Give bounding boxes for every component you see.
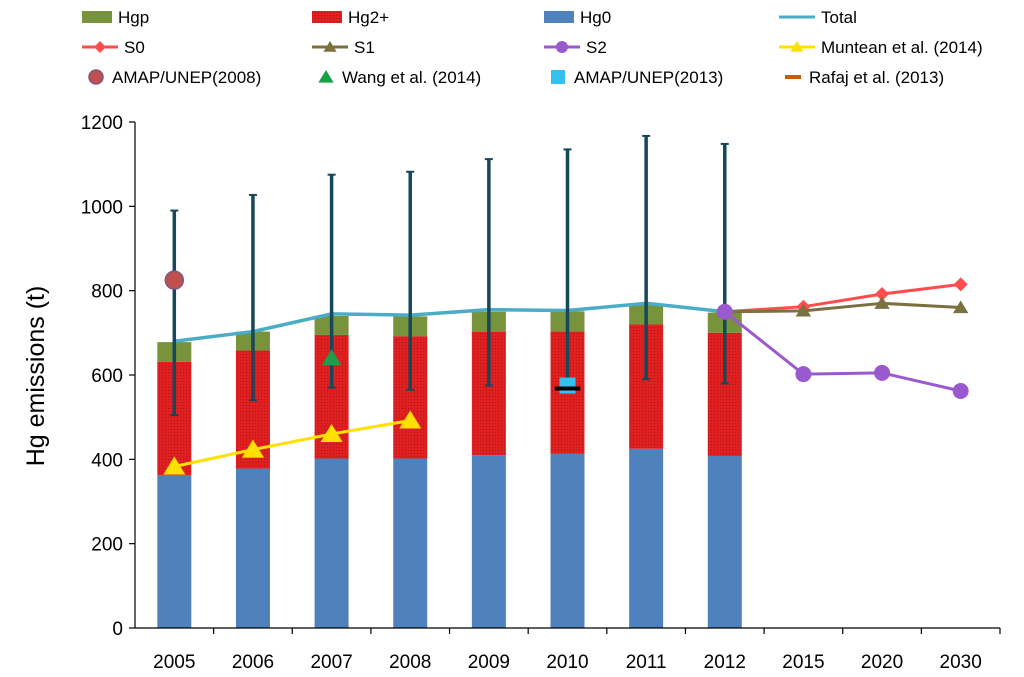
marker-s1-2020 (874, 296, 890, 309)
legend-marker-s1 (323, 41, 337, 52)
x-tick-label-2011: 2011 (626, 652, 667, 673)
legend-label-amap-unep-2013: AMAP/UNEP(2013) (574, 68, 723, 87)
x-tick-label-2020: 2020 (861, 652, 903, 673)
legend-item-hg0: Hg0 (544, 8, 611, 27)
legend-item-wang-et-al-2014: Wang et al. (2014) (318, 68, 481, 87)
bar-hg0-2011 (629, 448, 664, 628)
legend-swatch-wang-et-al-2014 (318, 70, 334, 83)
legend-label-amap-unep-2008: AMAP/UNEP(2008) (112, 68, 261, 87)
marker-muntean-et-al-2014-2005 (163, 456, 186, 475)
marker-s0-2020 (875, 287, 890, 302)
marker-s2-2012 (716, 303, 733, 320)
legend-marker-s2 (556, 41, 568, 53)
legend-swatch-hg2 (312, 11, 342, 23)
marker-muntean-et-al-2014-2008 (399, 410, 422, 429)
marker-muntean-et-al-2014-2006 (241, 439, 264, 458)
legend-item-amap-unep-2008: AMAP/UNEP(2008) (88, 68, 261, 87)
marker-muntean-et-al-2014-2007 (320, 424, 343, 443)
line-s2 (723, 310, 962, 393)
x-tick-label-2010: 2010 (546, 652, 588, 673)
y-tick-label-600: 600 (91, 366, 123, 387)
line-s0 (724, 282, 961, 314)
legend-label-total: Total (821, 8, 857, 27)
x-tick-label-2015: 2015 (782, 652, 824, 673)
legend-item-s1: S1 (312, 38, 375, 57)
y-tick-label-0: 0 (112, 619, 123, 640)
legend-label-s0: S0 (124, 38, 145, 57)
point-wang-et-al-2014 (321, 349, 342, 366)
legend-label-s2: S2 (586, 38, 607, 57)
line-s1 (724, 301, 961, 314)
legend-item-rafaj-et-al-2013: Rafaj et al. (2013) (785, 68, 944, 87)
legend-swatch-hgp (82, 11, 112, 23)
legend-item-s2: S2 (544, 38, 607, 57)
y-tick-label-1000: 1000 (81, 197, 123, 218)
x-tick-label-2007: 2007 (310, 652, 352, 673)
x-tick-label-2008: 2008 (389, 652, 431, 673)
point-amap-unep-2013 (559, 377, 576, 394)
legend-marker-s0 (94, 41, 106, 53)
bar-hg0-2007 (314, 458, 349, 628)
x-tick-label-2030: 2030 (940, 652, 982, 673)
legend-swatch-amap-unep-2013 (551, 70, 565, 84)
legend-label-hg0: Hg0 (580, 8, 611, 27)
legend: Hgp Hg2+ Hg0 Total S0 S1 S2 Muntean et al. (201… (82, 8, 983, 87)
bar-hg0-2012 (707, 455, 742, 628)
legend-item-muntean-et-al-2014: Muntean et al. (2014) (779, 38, 983, 57)
y-tick-label-400: 400 (91, 450, 123, 471)
line-total (174, 301, 725, 344)
legend-label-muntean-et-al-2014: Muntean et al. (2014) (821, 38, 983, 57)
line-muntean-et-al-2014 (174, 419, 411, 468)
y-tick-label-1200: 1200 (81, 113, 123, 134)
legend-label-hgp: Hgp (118, 8, 149, 27)
marker-s2-2030 (952, 383, 969, 400)
y-axis-title: Hg emissions (t) (22, 286, 50, 467)
marker-s1-2030 (952, 300, 969, 314)
x-tick-label-2012: 2012 (704, 652, 746, 673)
marker-s0-2030 (953, 277, 968, 292)
legend-swatch-amap-unep-2008 (88, 69, 104, 85)
x-tick-label-2005: 2005 (153, 652, 195, 673)
y-tick-label-200: 200 (91, 535, 123, 556)
marker-s2-2015 (795, 366, 812, 383)
legend-item-s0: S0 (82, 38, 145, 57)
bar-hg0-2009 (471, 455, 506, 628)
marker-s1-2015 (795, 303, 812, 317)
bar-hg0-2006 (235, 468, 270, 628)
legend-marker-muntean-et-al-2014 (790, 41, 804, 52)
legend-label-wang-et-al-2014: Wang et al. (2014) (342, 68, 481, 87)
plot-area: 0 200 400 600 800 1000 1200 2005 2006 2007 2008 200… (81, 113, 1001, 673)
bar-hg0-2005 (157, 474, 192, 628)
legend-swatch-rafaj-et-al-2013 (785, 75, 801, 79)
legend-swatch-hg0 (544, 11, 574, 23)
legend-item-hgp: Hgp (82, 8, 149, 27)
x-tick-label-2009: 2009 (468, 652, 510, 673)
point-rafaj-et-al-2013 (554, 386, 581, 391)
legend-item-amap-unep-2013: AMAP/UNEP(2013) (551, 68, 723, 87)
legend-item-total: Total (779, 8, 857, 27)
bar-hg0-2008 (393, 458, 428, 628)
bar-hg0-2010 (550, 453, 585, 628)
legend-label-rafaj-et-al-2013: Rafaj et al. (2013) (809, 68, 944, 87)
legend-label-hg2: Hg2+ (348, 8, 389, 27)
legend-item-hg2: Hg2+ (312, 8, 389, 27)
y-tick-label-800: 800 (91, 282, 123, 303)
marker-s2-2020 (874, 364, 891, 381)
point-amap-unep-2008 (164, 270, 185, 290)
legend-label-s1: S1 (354, 38, 375, 57)
x-tick-label-2006: 2006 (232, 652, 274, 673)
